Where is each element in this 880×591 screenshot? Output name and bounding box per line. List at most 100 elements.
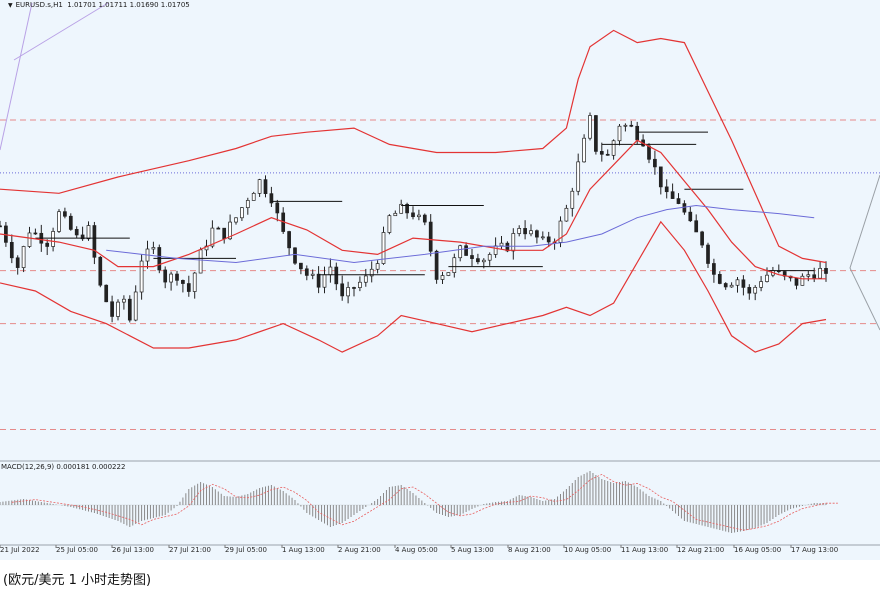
candle-body-79 [464,245,468,256]
candle-body-58 [340,283,345,297]
candle-body-12 [68,215,73,230]
candle-body-56 [328,266,333,276]
x-tick-label: 8 Aug 21:00 [508,546,551,554]
candle-body-57 [334,266,339,285]
candle-body-22 [127,298,132,321]
candle-body-117 [688,211,693,222]
candle-body-129 [759,281,763,288]
x-tick-label: 1 Aug 13:00 [282,546,325,554]
candle-body-13 [74,229,79,236]
candle-body-44 [257,179,262,194]
candle-body-29 [169,273,173,283]
x-tick-label: 21 Jul 2022 [0,546,40,554]
candle-body-32 [186,283,191,292]
candle-body-71 [417,214,421,218]
candle-body-116 [682,203,687,213]
candle-body-91 [535,230,539,238]
candle-body-17 [98,256,103,286]
candle-body-85 [499,242,504,247]
candle-body-113 [664,186,669,193]
candle-body-26 [151,247,156,250]
candle-body-69 [405,203,409,214]
x-tick-label: 17 Aug 13:00 [791,546,839,554]
candle-body-41 [240,207,244,219]
x-tick-label: 26 Jul 13:00 [112,546,154,554]
candle-body-65 [381,232,386,264]
candle-body-92 [540,236,545,239]
candle-body-96 [564,207,569,222]
candle-body-46 [269,193,274,204]
candle-body-87 [511,233,516,252]
dropdown-triangle-icon[interactable]: ▼ [8,2,13,9]
candle-body-101 [594,115,598,152]
candle-body-38 [222,227,227,240]
candle-body-135 [794,277,799,286]
x-tick-label: 2 Aug 21:00 [338,546,381,554]
candle-body-51 [299,262,303,270]
candle-body-47 [275,202,280,214]
candle-body-81 [476,258,480,263]
candle-body-126 [741,279,746,288]
x-tick-label: 11 Aug 13:00 [621,546,669,554]
symbol-label: EURUSD.s,H1 [15,1,63,9]
candle-body-62 [363,275,368,283]
candle-body-74 [434,250,439,280]
x-tick-label: 29 Jul 05:00 [225,546,267,554]
candle-body-0 [0,225,2,228]
candle-body-76 [446,272,451,276]
candle-body-11 [63,211,67,217]
candle-body-119 [700,231,704,246]
bollinger-upper [0,29,827,264]
candle-body-14 [80,234,85,240]
bollinger-lower [0,220,827,353]
candle-body-66 [387,215,392,233]
candle-body-124 [729,284,734,288]
candle-body-99 [582,137,586,163]
x-tick-label: 16 Aug 05:00 [734,546,782,554]
candle-body-60 [352,287,356,289]
candle-body-125 [735,279,740,286]
candle-body-90 [529,230,533,235]
candle-body-86 [505,242,510,252]
candle-body-19 [110,301,114,317]
candle-body-53 [310,273,315,276]
chart-window [0,0,880,560]
candle-body-49 [287,231,291,249]
macd-signal-line [11,473,838,531]
candle-body-98 [576,161,581,192]
candle-body-75 [440,275,445,280]
candle-body-112 [658,166,663,188]
candle-body-31 [181,279,185,284]
candle-body-102 [599,151,604,155]
candle-body-88 [517,228,522,234]
candle-body-115 [676,198,681,204]
candle-body-89 [523,228,527,235]
candle-body-67 [393,212,398,217]
candle-body-114 [670,191,675,199]
candle-body-127 [747,287,752,294]
candle-body-110 [647,145,651,160]
x-tick-label: 27 Jul 21:00 [169,546,211,554]
candle-body-139 [818,268,822,279]
candle-body-78 [458,245,463,259]
trendline-left-2 [13,2,109,61]
candle-body-21 [122,298,126,303]
candle-body-10 [57,211,61,232]
candle-body-16 [92,225,97,258]
candle-body-18 [104,284,109,303]
candle-body-106 [623,124,628,127]
x-tick-label: 4 Aug 05:00 [395,546,438,554]
candle-body-33 [192,272,197,292]
candle-body-24 [139,260,144,293]
candle-body-103 [605,153,610,156]
ohlc-readout: 1.01701 1.01711 1.01690 1.01705 [67,1,190,9]
candle-body-52 [304,268,309,276]
candle-body-83 [487,254,492,261]
candle-body-5 [27,232,32,247]
candle-body-8 [45,242,50,247]
candle-body-130 [765,274,769,282]
candle-body-54 [316,273,321,288]
price-chart[interactable] [0,0,880,560]
candle-body-84 [493,245,498,255]
candle-body-37 [216,227,221,230]
